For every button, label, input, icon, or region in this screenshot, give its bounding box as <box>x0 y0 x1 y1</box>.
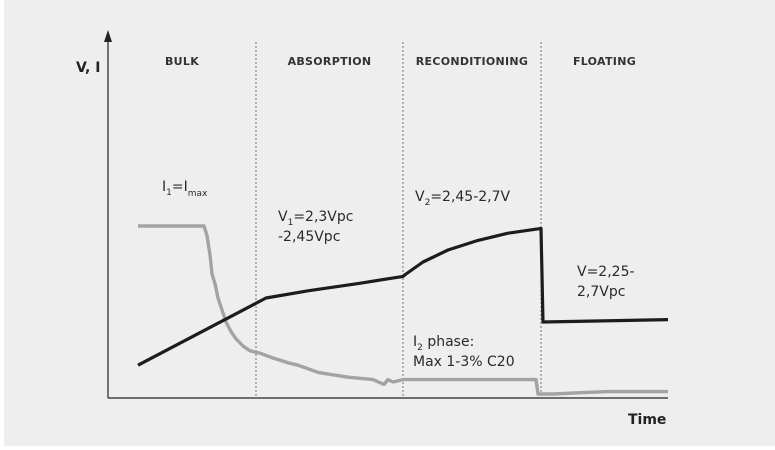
y-axis-arrow <box>104 30 112 42</box>
annotation-v1-line2: -2,45Vpc <box>278 229 340 245</box>
chart-panel <box>4 0 775 446</box>
annotation-v1: V1=2,3Vpc <box>278 209 353 228</box>
y-axis-title: V, I <box>76 60 100 76</box>
current-line <box>138 224 668 396</box>
series-layer <box>137 224 669 396</box>
annotation-i2-phase: I2 phase: <box>413 334 474 353</box>
annotation-v2: V2=2,45-2,7V <box>415 189 511 208</box>
phase-label-bulk: BULK <box>165 55 199 68</box>
phase-label-absorption: ABSORPTION <box>288 55 372 68</box>
phase-label-floating: FLOATING <box>573 55 636 68</box>
phase-label-reconditioning: RECONDITIONING <box>416 55 529 68</box>
axes <box>104 30 668 399</box>
x-axis-title: Time <box>628 412 666 428</box>
annotation-float-voltage: V=2,25- <box>577 264 635 280</box>
phase-dividers <box>255 42 542 398</box>
annotation-current-max: I1=Imax <box>162 179 208 199</box>
annotation-i2-phase-line2: Max 1-3% C20 <box>413 354 515 370</box>
annotation-float-voltage-line2: 2,7Vpc <box>577 284 625 300</box>
phase-labels: BULK ABSORPTION RECONDITIONING FLOATING <box>165 55 636 68</box>
voltage-line <box>137 226 669 367</box>
